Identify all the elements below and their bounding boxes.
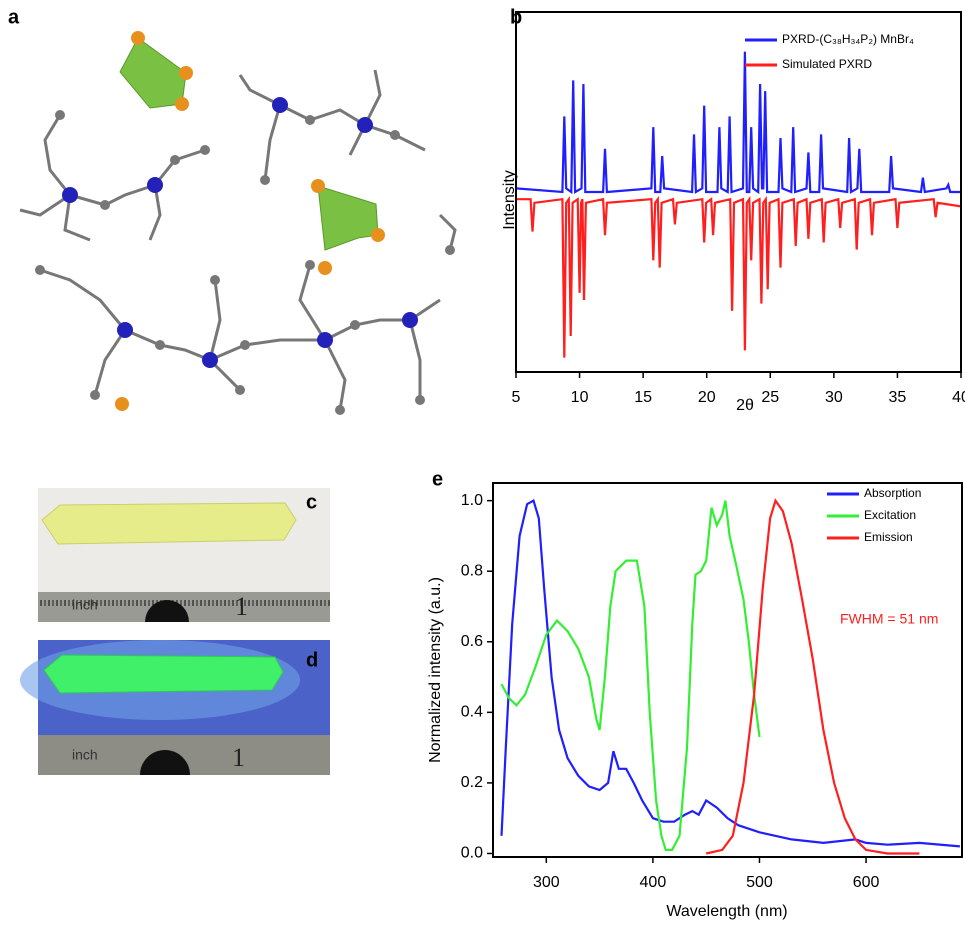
x-tick-label: 10 <box>571 389 589 406</box>
x-tick-label: 30 <box>825 389 843 406</box>
legend-label: Absorption <box>864 486 921 500</box>
annotation: FWHM = 51 nm <box>840 611 938 627</box>
x-tick-label: 5 <box>512 389 521 406</box>
data-line <box>500 498 960 848</box>
x-tick-label: 35 <box>889 389 907 406</box>
x-axis-title: 2θ <box>736 397 754 414</box>
molecule-image: a <box>8 6 457 415</box>
ruler-text: inch <box>72 597 98 613</box>
y-tick-label: 0.4 <box>461 704 483 721</box>
x-tick-label: 15 <box>634 389 652 406</box>
y-tick-label: 0.2 <box>461 774 483 791</box>
panel-label: a <box>8 6 20 28</box>
x-tick-label: 40 <box>952 389 965 406</box>
data-line <box>705 498 920 855</box>
legend-label: Excitation <box>864 508 916 522</box>
x-tick-label: 600 <box>853 874 880 891</box>
data-line <box>516 195 961 358</box>
ruler-text: inch <box>72 747 98 763</box>
x-tick-label: 300 <box>533 874 560 891</box>
legend-label: Simulated PXRD <box>782 57 872 71</box>
data-line <box>516 51 961 195</box>
x-tick-label: 25 <box>761 389 779 406</box>
plot-frame <box>515 11 962 373</box>
x-tick-label: 400 <box>640 874 667 891</box>
panel-label: d <box>306 649 318 671</box>
x-tick-label: 500 <box>746 874 773 891</box>
y-axis-title: Normalized intensity (a.u.) <box>427 577 444 763</box>
crystal-photo: inch 1 d <box>20 640 330 775</box>
legend-label: PXRD-(C₃₈H₃₄P₂) MnBr₄ <box>782 32 914 46</box>
y-tick-label: 0.0 <box>461 845 483 862</box>
legend-label: Emission <box>864 530 913 544</box>
y-tick-label: 0.6 <box>461 633 483 650</box>
ruler-text: 1 <box>232 743 245 772</box>
y-axis-title: Intensity <box>501 170 518 230</box>
plot-frame <box>492 482 963 858</box>
x-axis-title: Wavelength (nm) <box>666 903 787 920</box>
crystal-photo: inch 1 c <box>38 488 330 622</box>
ruler-text: 1 <box>235 592 248 621</box>
panel-label: c <box>306 491 317 513</box>
x-tick-label: 20 <box>698 389 716 406</box>
panel-label: e <box>432 468 443 490</box>
y-tick-label: 1.0 <box>461 492 483 509</box>
data-line <box>500 500 761 851</box>
y-tick-label: 0.8 <box>461 562 483 579</box>
